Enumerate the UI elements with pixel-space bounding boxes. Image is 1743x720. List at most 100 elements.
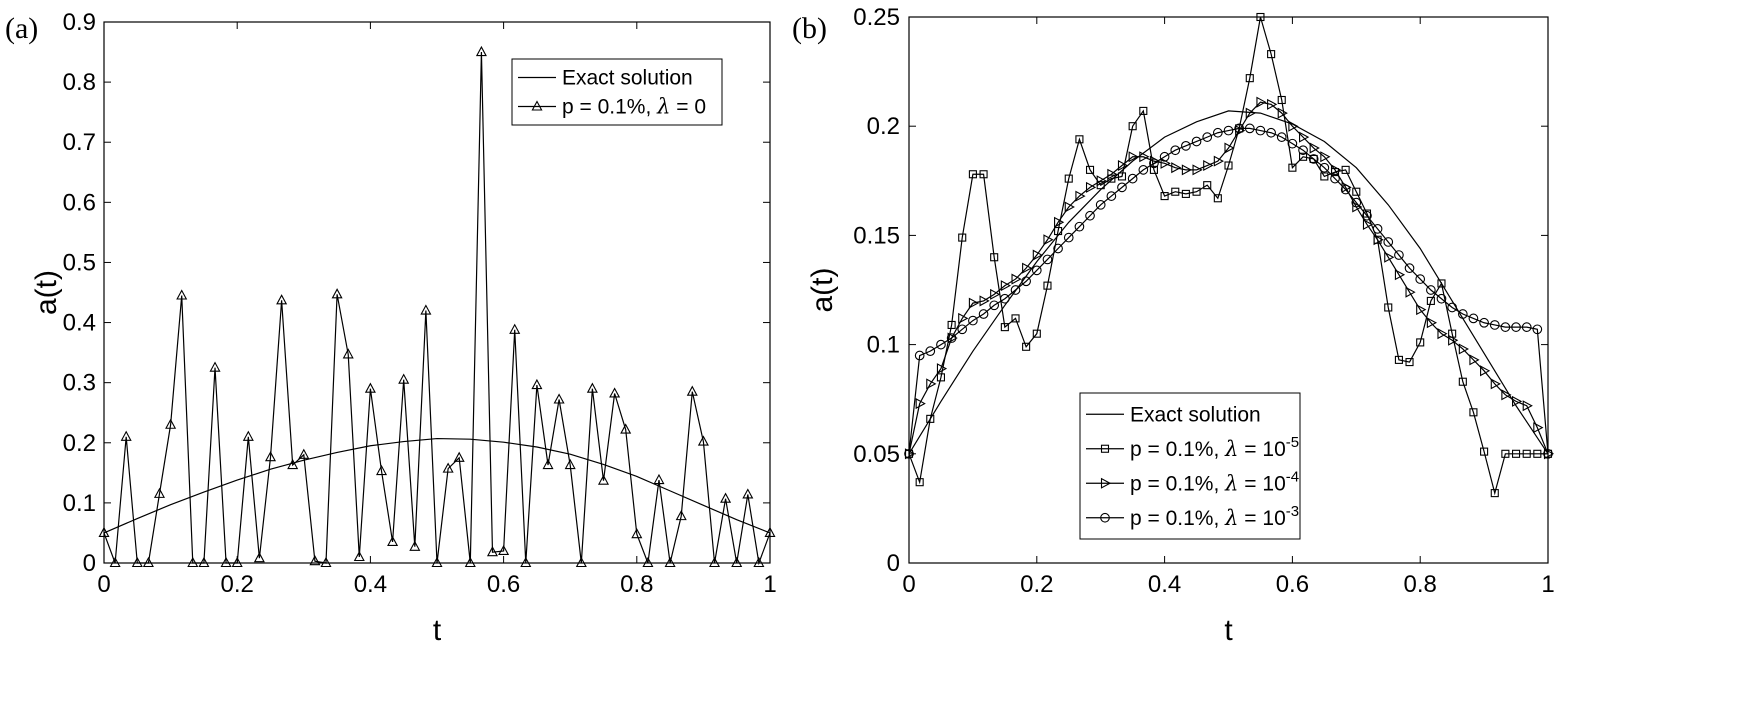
data-point: [1522, 400, 1533, 412]
data-point: [176, 289, 188, 300]
data-point: [1171, 187, 1180, 196]
data-point: [1405, 358, 1414, 367]
data-point: [509, 323, 521, 334]
series-0: [103, 437, 771, 534]
data-point: [1351, 197, 1362, 208]
data-point: [1468, 313, 1479, 324]
data-point: [420, 304, 432, 315]
data-point: [1394, 355, 1403, 364]
data-point: [1532, 324, 1543, 335]
data-point: [1309, 142, 1320, 154]
data-point: [1181, 164, 1193, 176]
data-point: [1352, 201, 1363, 213]
data-point: [298, 448, 310, 459]
data-point: [664, 556, 676, 568]
data-point: [387, 535, 399, 547]
data-point: [1352, 187, 1361, 196]
data-point: [1394, 269, 1406, 281]
y-tick-label: 0.6: [63, 189, 96, 216]
data-point: [1479, 317, 1489, 328]
legend-label: p = 0.1%, λ = 0: [562, 95, 706, 119]
data-point: [1192, 187, 1201, 196]
data-point: [398, 373, 410, 384]
data-point: [926, 414, 935, 423]
data-point: [564, 458, 576, 470]
data-point: [1224, 161, 1233, 170]
data-point: [1266, 127, 1276, 138]
x-tick-label: 0.4: [1148, 571, 1181, 598]
data-point: [1298, 145, 1308, 156]
data-point: [958, 233, 967, 242]
data-point: [220, 556, 232, 568]
data-point: [1032, 329, 1041, 338]
legend-label: p = 0.1%, λ = 10-4: [1130, 468, 1299, 495]
data-point: [947, 332, 958, 344]
data-point: [1362, 218, 1374, 231]
panel-label: (a): [5, 12, 38, 45]
data-point: [1469, 408, 1478, 417]
data-point: [999, 293, 1010, 304]
y-tick-label: 0: [83, 550, 96, 577]
data-point: [1192, 164, 1203, 176]
data-point: [120, 430, 132, 441]
data-point: [1202, 132, 1213, 142]
data-point: [1426, 296, 1435, 305]
data-point: [1299, 152, 1308, 161]
data-point: [978, 309, 989, 319]
data-point: [1512, 449, 1521, 458]
data-point: [153, 487, 166, 498]
data-point: [1128, 122, 1137, 131]
data-point: [142, 556, 154, 568]
data-point: [915, 478, 924, 487]
data-point: [597, 474, 610, 485]
series-line: [908, 101, 1549, 455]
data-point: [131, 556, 143, 568]
data-point: [609, 387, 621, 398]
data-point: [442, 462, 454, 473]
data-point: [287, 458, 299, 470]
series-1: [904, 12, 1553, 498]
data-point: [1064, 201, 1075, 213]
data-point: [979, 170, 988, 179]
y-tick-label: 0.2: [63, 430, 96, 457]
data-point: [1543, 448, 1553, 459]
data-point: [242, 430, 254, 441]
data-point: [957, 324, 968, 335]
data-point: [1426, 317, 1438, 329]
y-tick-label: 0.05: [853, 441, 900, 468]
data-point: [731, 556, 743, 568]
data-point: [1054, 226, 1063, 236]
data-point: [1416, 338, 1425, 347]
data-point: [1287, 138, 1298, 149]
data-point: [989, 300, 1000, 311]
data-point: [1416, 304, 1427, 316]
data-point: [968, 170, 977, 179]
data-point: [1022, 262, 1033, 274]
series-line: [908, 127, 1549, 454]
plot-frame: [908, 16, 1549, 564]
data-point: [542, 458, 554, 470]
data-point: [1512, 395, 1523, 407]
data-point: [936, 363, 948, 375]
data-point: [1022, 342, 1031, 351]
legend-entry: p = 0.1%, λ = 10-5: [1086, 434, 1299, 461]
data-point: [1149, 158, 1159, 169]
data-point: [1011, 314, 1020, 323]
data-point: [1267, 98, 1278, 110]
data-point: [1458, 343, 1469, 355]
data-point: [1203, 181, 1212, 190]
data-point: [1085, 210, 1095, 221]
data-point: [1181, 189, 1190, 198]
legend-label: Exact solution: [1130, 403, 1261, 426]
data-point: [1245, 107, 1256, 119]
data-point: [1191, 136, 1202, 147]
legend: Exact solution p = 0.1%, λ = 10-5 p = 0.1%…: [1079, 392, 1301, 540]
x-axis-label: t: [433, 614, 442, 647]
y-tick-label: 0.1: [63, 490, 96, 517]
data-point: [1043, 281, 1052, 290]
data-point: [1010, 285, 1021, 295]
data-point: [1117, 172, 1127, 181]
data-point: [904, 448, 914, 459]
y-axis-label: a(t): [806, 268, 839, 313]
